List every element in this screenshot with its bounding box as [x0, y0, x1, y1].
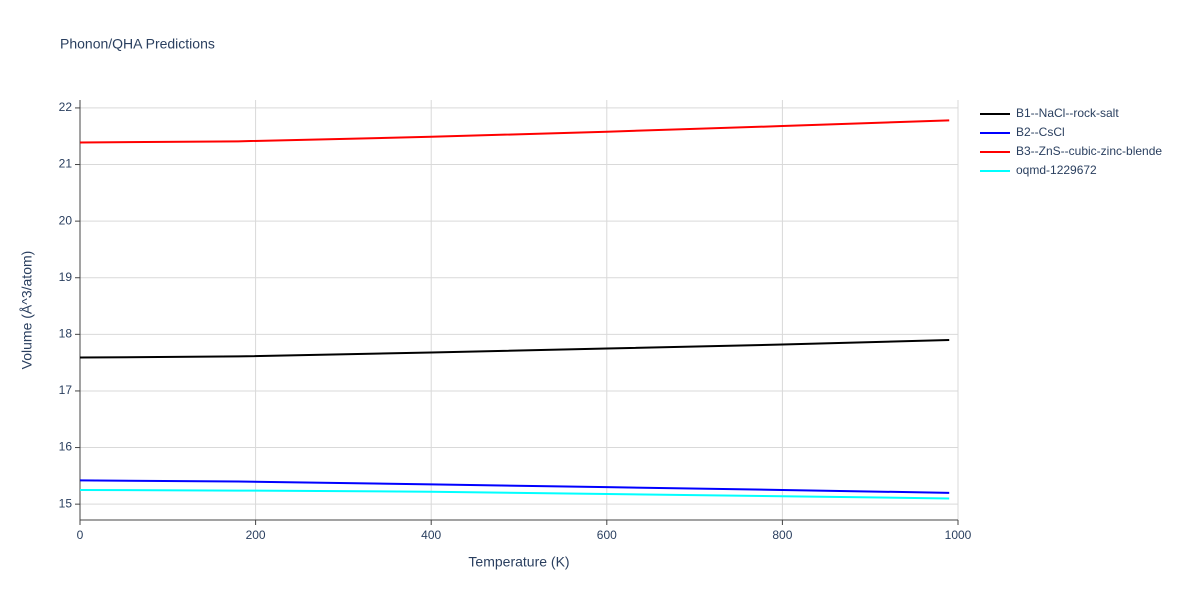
legend-label: B2--CsCl: [1016, 125, 1065, 139]
legend-label: oqmd-1229672: [1016, 163, 1097, 177]
x-tick-label: 1000: [945, 528, 972, 542]
y-tick-label: 16: [59, 440, 73, 454]
series-line: [79, 339, 950, 359]
y-tick-label: 18: [59, 327, 73, 341]
x-tick-label: 400: [421, 528, 441, 542]
x-tick-label: 0: [77, 528, 84, 542]
y-tick-label: 20: [59, 213, 73, 227]
y-tick-label: 22: [59, 100, 73, 114]
y-tick-label: 17: [59, 383, 73, 397]
y-tick-label: 19: [59, 270, 73, 284]
legend-label: B3--ZnS--cubic-zinc-blende: [1016, 144, 1162, 158]
legend-label: B1--NaCl--rock-salt: [1016, 106, 1119, 120]
series-line: [79, 479, 950, 494]
x-tick-label: 800: [772, 528, 792, 542]
y-tick-label: 15: [59, 496, 73, 510]
series-line: [79, 119, 950, 144]
series-line: [79, 489, 950, 500]
y-tick-label: 21: [59, 157, 73, 171]
y-axis-label: Volume (Å^3/atom): [19, 251, 35, 370]
x-tick-label: 600: [597, 528, 617, 542]
x-axis-label: Temperature (K): [468, 554, 569, 570]
x-tick-label: 200: [246, 528, 266, 542]
chart-title: Phonon/QHA Predictions: [60, 36, 215, 52]
